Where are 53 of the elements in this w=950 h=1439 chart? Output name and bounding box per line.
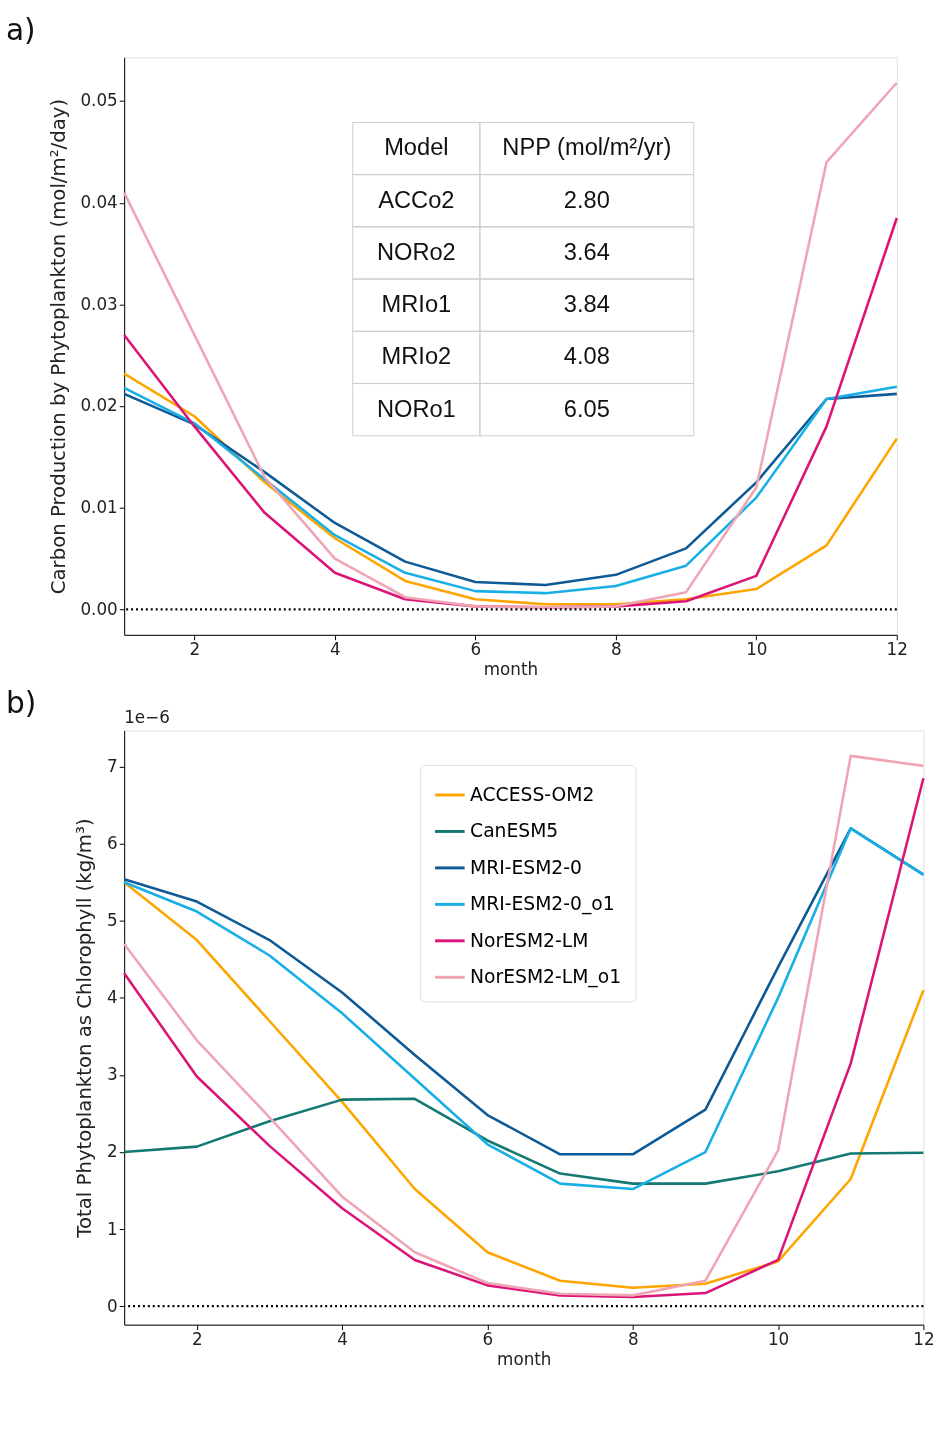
y-tick-label: 0 [107,1295,118,1316]
y-axis-title: Total Phytoplankton as Chlorophyll (kg/m³) [73,818,97,1239]
annotation: ACCo2 [378,186,455,213]
line-series [122,1097,925,1185]
annotation: 4.08 [563,343,610,370]
annotation: NORo2 [376,238,456,265]
annotation: NPP (mol/m²/yr) [502,134,672,161]
x-tick-label: 6 [482,1328,494,1349]
y-tick-label: 0.03 [80,293,118,314]
annotation: 3.84 [563,291,610,318]
legend-label: NorESM2-LM_o1 [470,966,622,989]
text: b) [5,685,37,720]
x-tick-label: 8 [627,1328,639,1349]
y-tick-label: 0.01 [80,497,118,518]
x-tick-label: 12 [886,639,908,660]
x-tick-label: 4 [337,1328,348,1349]
annotation: MRIo2 [381,343,452,370]
x-tick-label: 2 [189,639,201,660]
y-tick-label: 2 [107,1141,118,1162]
legend-label: CanESM5 [470,820,559,842]
annotation: 3.64 [563,238,610,265]
x-tick-label: 10 [767,1328,790,1349]
y-tick-label: 6 [107,833,118,854]
x-tick-label: 10 [746,639,768,660]
y-tick-label: 3 [107,1064,118,1085]
text: a) [5,12,36,47]
annotation: NORo1 [376,395,456,422]
x-tick-label: 4 [330,639,341,660]
y-tick-label: 4 [107,987,118,1008]
y-tick-label: 0.04 [80,192,118,213]
annotation: 6.05 [563,395,610,422]
y-tick-label: 1 [107,1218,118,1239]
legend-label: MRI-ESM2-0_o1 [470,893,615,916]
y-tick-label: 7 [107,756,118,777]
x-axis-title: month [497,1348,552,1369]
x-tick-label: 2 [191,1328,203,1349]
line-series [122,81,899,609]
x-tick-label: 6 [470,639,482,660]
x-tick-label: 12 [913,1328,935,1349]
annotation: 2.80 [563,186,610,213]
annotation: MRIo1 [381,291,452,318]
legend-label: ACCESS-OM2 [470,783,595,805]
x-tick-label: 8 [610,639,622,660]
legend-label: NorESM2-LM [470,929,589,951]
annotation: Model [384,134,449,161]
y-tick-label: 5 [107,910,118,931]
text: 1e−6 [124,706,170,727]
y-tick-label: 0.00 [80,598,118,619]
x-axis-title: month [483,658,539,679]
y-tick-label: 0.02 [80,395,118,416]
legend-label: MRI-ESM2-0 [470,856,582,878]
y-tick-label: 0.05 [80,90,118,111]
y-axis-title: Carbon Production by Phytoplankton (mol/m²/day) [46,98,70,595]
